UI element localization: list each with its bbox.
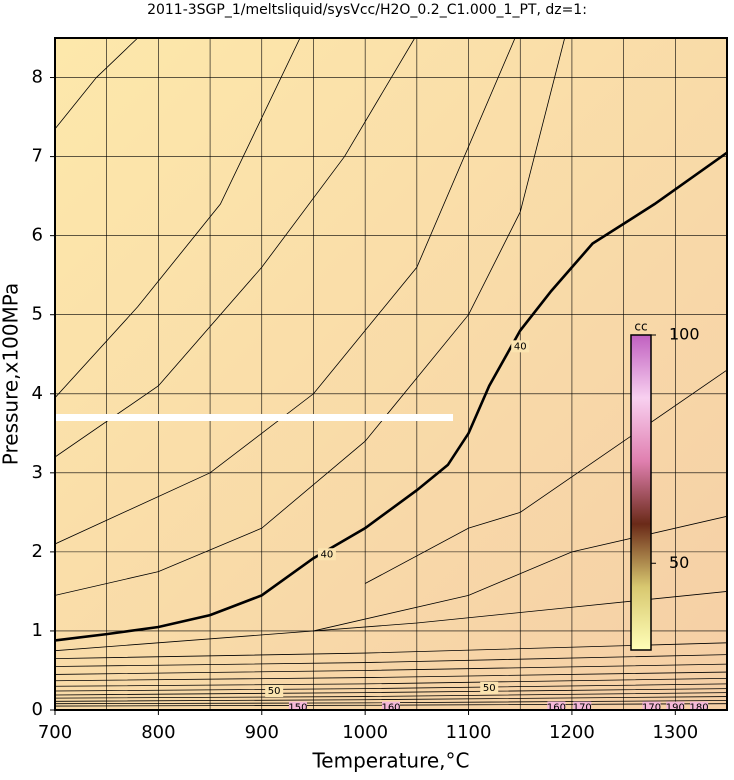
- contour-label: 150: [288, 703, 307, 714]
- colorbar-label: cc: [634, 320, 647, 334]
- contour-label: 170: [573, 703, 592, 714]
- contour-label-bg: [642, 701, 661, 710]
- contour: [55, 642, 727, 660]
- plot-frame: [54, 37, 728, 711]
- y-tick-label: 6: [32, 225, 43, 246]
- contour: [55, 38, 138, 130]
- contour-label: 40: [514, 341, 527, 352]
- x-tick-label: 900: [245, 722, 279, 743]
- contour: [55, 38, 566, 596]
- contour: [55, 38, 416, 458]
- x-tick-label: 1300: [652, 722, 698, 743]
- y-tick-label: 3: [32, 462, 43, 483]
- contour-label: 180: [690, 703, 709, 714]
- x-tick-label: 1000: [342, 722, 388, 743]
- colorbar-tick-label: 100: [669, 325, 700, 344]
- x-tick-label: 1100: [446, 722, 492, 743]
- x-tick-label: 700: [38, 722, 72, 743]
- contour: [55, 696, 727, 702]
- contour-label: 160: [381, 703, 400, 714]
- contour-label-bg: [573, 701, 592, 710]
- x-axis-label: Temperature,°C: [311, 749, 469, 773]
- contour-label-bg: [480, 681, 499, 694]
- contour-label: 40: [321, 549, 334, 560]
- plot: 40 40 50 50 150 160 160 170 170 190 180: [55, 38, 727, 714]
- contour: [55, 683, 727, 692]
- contour: [55, 654, 727, 667]
- x-tick-label: 1200: [549, 722, 595, 743]
- contour: [55, 38, 301, 398]
- contour: [55, 663, 727, 675]
- contour-bold: [55, 151, 727, 642]
- colorbar-tick-label: 50: [669, 553, 689, 572]
- y-tick-label: 8: [32, 67, 43, 88]
- contour-label-bg: [511, 340, 530, 353]
- plot-area: [55, 38, 727, 710]
- contour-label-bg: [666, 701, 685, 710]
- contour: [55, 703, 727, 707]
- contour-label: 160: [547, 703, 566, 714]
- y-axis-label: Pressure,x100MPa: [0, 283, 23, 465]
- contour: [55, 677, 727, 687]
- contour-label-bg: [690, 701, 709, 710]
- contour-label-bg: [288, 701, 307, 710]
- y-tick-label: 7: [32, 146, 43, 167]
- y-tick-label: 0: [32, 699, 43, 720]
- y-tick-label: 4: [32, 383, 43, 404]
- x-tick-label: 800: [141, 722, 175, 743]
- contour-label: 190: [666, 703, 685, 714]
- contour-label-bg: [382, 701, 400, 710]
- contour: [55, 692, 727, 699]
- contour: [55, 700, 727, 705]
- contour: [55, 688, 727, 696]
- contour-label-bg: [265, 685, 284, 698]
- chart-title: 2011-3SGP_1/meltsliquid/sysVcc/H2O_0.2_C…: [147, 2, 587, 18]
- colorbar: [630, 334, 652, 651]
- contour: [55, 38, 516, 545]
- y-tick-label: 1: [32, 620, 43, 641]
- contour: [55, 671, 727, 682]
- contour-label: 50: [268, 686, 281, 697]
- y-tick-label: 5: [32, 304, 43, 325]
- contour-label: 170: [642, 703, 661, 714]
- contour-label-bg: [547, 701, 566, 710]
- y-tick-label: 2: [32, 541, 43, 562]
- contour: [364, 369, 727, 584]
- contour-label-bg: [317, 548, 336, 561]
- contour-label: 50: [483, 683, 496, 694]
